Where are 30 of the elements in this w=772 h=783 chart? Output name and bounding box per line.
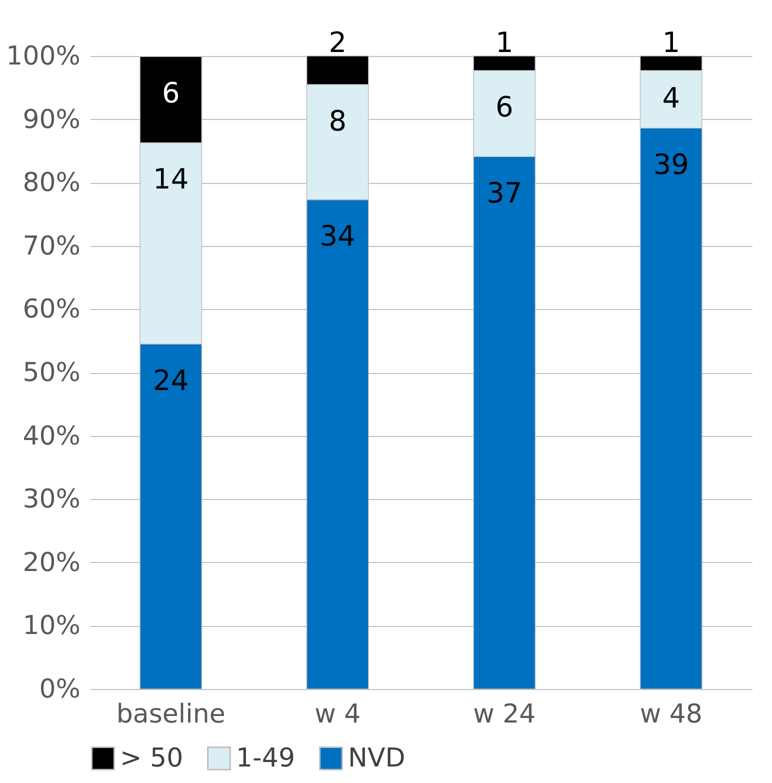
y-tick-label: 40% — [22, 421, 80, 452]
y-tick-label: 60% — [22, 294, 80, 325]
y-tick-label: 30% — [22, 484, 80, 515]
annotation: 6 — [162, 76, 180, 110]
x-tick-label: baseline — [116, 700, 226, 730]
annotation: 1 — [495, 26, 514, 59]
y-tick-label: 20% — [22, 548, 80, 578]
y-tick-label: 50% — [22, 358, 80, 388]
annotation: 24 — [153, 364, 189, 397]
legend-label: 1-49 — [236, 743, 296, 774]
x-tick-label: w 4 — [314, 700, 361, 730]
legend-label: > 50 — [120, 743, 184, 774]
y-tick-label: 0% — [39, 674, 80, 704]
annotation: 6 — [495, 90, 514, 124]
annotation: 34 — [320, 220, 356, 253]
legend-label: NVD — [348, 743, 406, 774]
y-tick-label: 80% — [22, 168, 80, 198]
annotation: 1 — [662, 26, 680, 59]
x-tick-label: w 24 — [473, 700, 536, 730]
x-tick-label: w 48 — [640, 700, 702, 730]
y-tick-label: 100% — [6, 42, 80, 72]
annotation: 37 — [486, 176, 522, 210]
annotation: 14 — [153, 162, 189, 196]
y-tick-label: 10% — [22, 611, 80, 642]
annotation: 4 — [662, 81, 680, 114]
annotation: 8 — [328, 104, 347, 138]
y-tick-label: 90% — [22, 104, 80, 135]
annotation: 2 — [328, 26, 347, 59]
annotation: 39 — [653, 148, 689, 182]
y-tick-label: 70% — [22, 231, 80, 262]
